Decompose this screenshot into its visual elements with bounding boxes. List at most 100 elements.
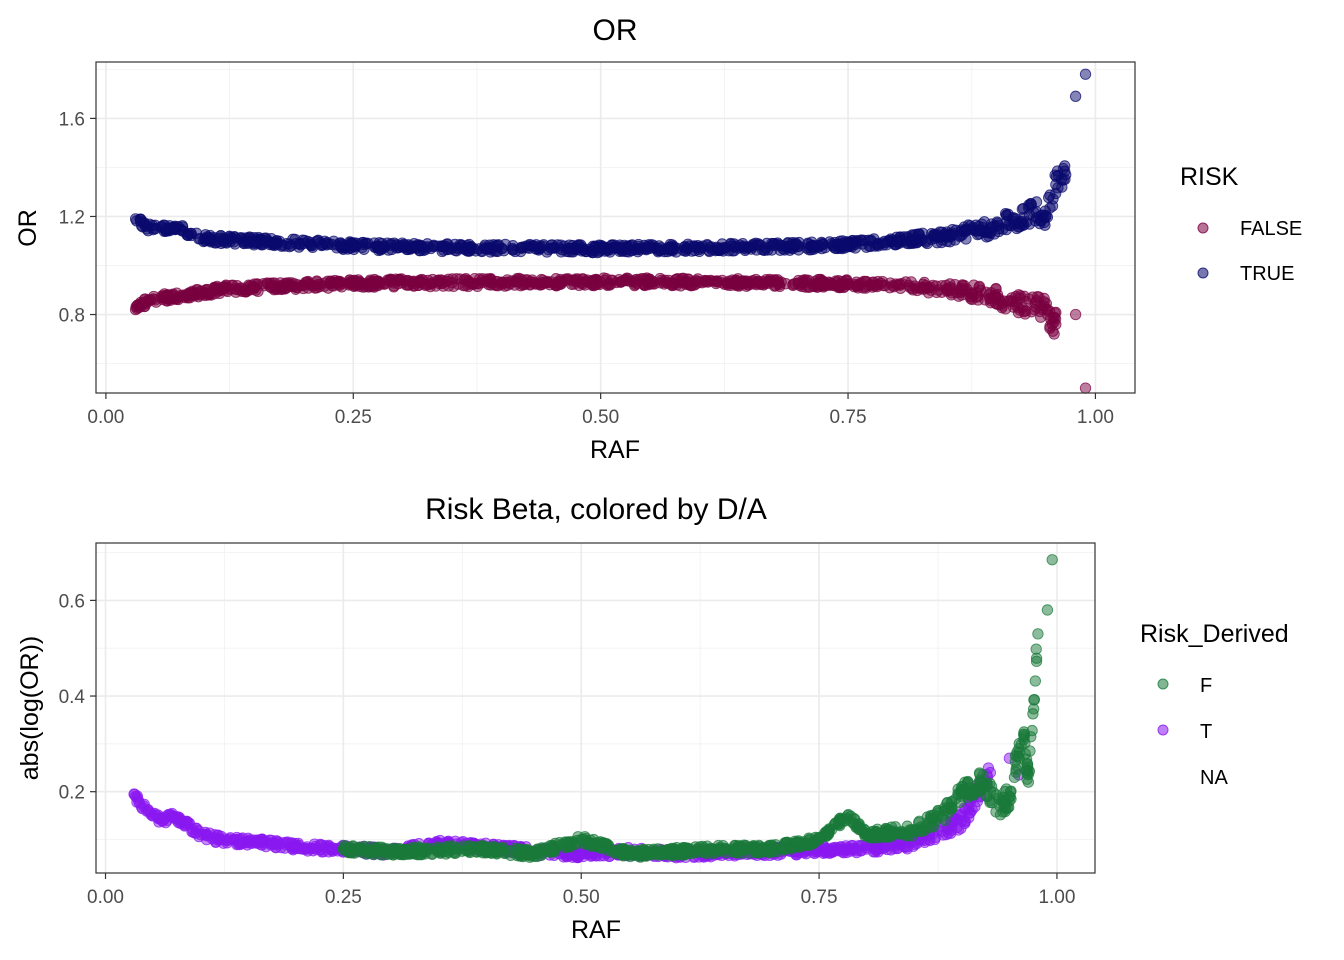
risk-beta-chart-point-t [242, 836, 254, 848]
risk-beta-chart-points [128, 554, 1058, 864]
risk-beta-chart-point-f [732, 840, 744, 852]
or-chart-point-false [772, 277, 784, 290]
or-chart: 0.00 0.25 0.50 0.75 1.000.81.21.6 OR RAF OR … [14, 14, 1302, 464]
risk-beta-chart: 0.00 0.25 0.50 0.75 1.00 0.2 0.4 0.6 Risk Beta,… [16, 493, 1289, 944]
or-chart-point-true [1040, 210, 1052, 223]
risk-beta-chart-point-f [841, 809, 854, 822]
or-chart-point-true [941, 230, 953, 242]
risk-beta-chart-point-f [442, 846, 455, 858]
or-chart-point-true [1025, 198, 1037, 210]
risk-beta-chart-point-t [834, 843, 846, 855]
risk-beta-chart-x-tick-label: 0.25 [325, 887, 362, 908]
risk-beta-chart-point-f [829, 817, 842, 830]
or-chart-point-false [159, 291, 171, 304]
or-chart-point-false [743, 277, 755, 289]
or-chart-point-true [347, 240, 359, 252]
or-chart-x-tick-label: 1.00 [1077, 407, 1114, 428]
or-chart-point-true [408, 237, 420, 250]
risk-beta-chart-point-f [600, 837, 613, 850]
or-legend-label-true: TRUE [1240, 263, 1294, 285]
or-chart-point-true [876, 237, 888, 249]
risk-beta-chart-point-f [994, 800, 1006, 812]
or-chart-point-false [1030, 301, 1042, 313]
or-chart-point-true [605, 243, 617, 255]
or-chart-point-false [359, 278, 371, 290]
risk-beta-chart-point-t [195, 829, 207, 841]
or-chart-point-true [496, 242, 508, 254]
or-chart-point-false [990, 291, 1003, 304]
or-chart-point-false [792, 277, 805, 289]
risk-beta-chart-point-f [642, 843, 655, 856]
or-chart-point-true [336, 242, 348, 254]
risk-beta-chart-point-f [590, 840, 602, 852]
risk-beta-chart-y-axis-label: abs(log(OR)) [16, 636, 44, 780]
or-chart-point-false [711, 276, 724, 288]
or-chart-point-false [891, 279, 904, 291]
risk-beta-chart-point-t [186, 823, 199, 835]
risk-beta-chart-legend: Risk_Derived F T NA [1140, 620, 1289, 789]
or-chart-point-false [1040, 303, 1052, 316]
risk-beta-chart-x-axis-label: RAF [571, 916, 621, 944]
or-chart-point-true [298, 237, 310, 250]
or-chart-point-true [1069, 90, 1082, 102]
risk-beta-chart-point-f [820, 826, 832, 838]
risk-beta-chart-point-f [385, 845, 397, 858]
or-chart-point-true [545, 242, 557, 254]
or-chart-point-true [1060, 169, 1072, 181]
or-chart-point-true [693, 242, 706, 254]
risk-beta-chart-point-f [561, 836, 573, 848]
or-legend-key-false [1197, 222, 1209, 234]
or-chart-point-true [1034, 217, 1046, 230]
risk-beta-chart-point-f [987, 786, 1000, 799]
or-chart-point-true [446, 242, 458, 254]
or-chart-point-true [921, 237, 933, 250]
or-chart-point-false [827, 279, 839, 292]
risk-beta-chart-point-f [426, 843, 438, 855]
risk-beta-chart-axes: 0.00 0.25 0.50 0.75 1.00 0.2 0.4 0.6 [59, 591, 1076, 908]
or-chart-point-false [496, 276, 508, 288]
risk-beta-chart-point-f [896, 827, 908, 839]
or-chart-point-false [519, 274, 531, 286]
risk-beta-chart-point-f [361, 845, 373, 857]
or-chart-point-false [906, 282, 918, 295]
or-chart-point-true [315, 239, 328, 252]
risk-beta-chart-point-f [908, 824, 920, 836]
or-chart-point-false [811, 281, 823, 293]
or-chart-point-false [842, 278, 854, 290]
risk-beta-chart-point-f [623, 848, 635, 860]
risk-beta-chart-point-t [166, 809, 178, 822]
or-chart-point-true [428, 239, 440, 251]
or-chart-point-false [941, 283, 953, 295]
or-chart-point-false [620, 275, 632, 287]
risk-beta-chart-point-t [156, 814, 169, 827]
or-chart-point-true [683, 240, 696, 252]
or-chart-y-tick-label: 0.8 [59, 306, 85, 327]
or-chart-point-false [179, 289, 191, 301]
or-chart-point-false [659, 274, 671, 286]
risk-beta-chart-y-tick-label: 0.2 [59, 783, 85, 804]
risk-beta-chart-point-f [503, 845, 515, 858]
or-chart-point-true [817, 238, 829, 250]
or-chart-point-true [375, 243, 388, 255]
risk-beta-chart-point-f [861, 829, 873, 841]
or-chart-point-false [802, 274, 814, 286]
or-chart-point-false [446, 277, 458, 289]
or-chart-point-false [149, 294, 162, 306]
risk-beta-chart-x-tick-label: 0.00 [87, 887, 124, 908]
or-chart-point-true [725, 237, 737, 250]
risk-beta-chart-point-f [1011, 760, 1023, 772]
risk-beta-chart-point-f [743, 847, 756, 859]
or-chart-point-true [792, 240, 805, 253]
or-chart-point-false [857, 282, 869, 294]
risk-beta-chart-point-t [302, 845, 314, 857]
or-chart-point-false [568, 278, 580, 290]
or-chart-point-false [397, 277, 409, 289]
or-chart-point-false [680, 277, 692, 289]
risk-derived-legend-key-t [1157, 724, 1169, 736]
or-chart-point-false [917, 283, 930, 295]
or-chart-point-false [199, 286, 211, 299]
or-chart-point-true [960, 224, 973, 236]
risk-beta-chart-point-f [457, 840, 470, 852]
or-chart-point-true [842, 239, 854, 251]
or-chart-x-tick-label: 0.00 [87, 407, 124, 428]
